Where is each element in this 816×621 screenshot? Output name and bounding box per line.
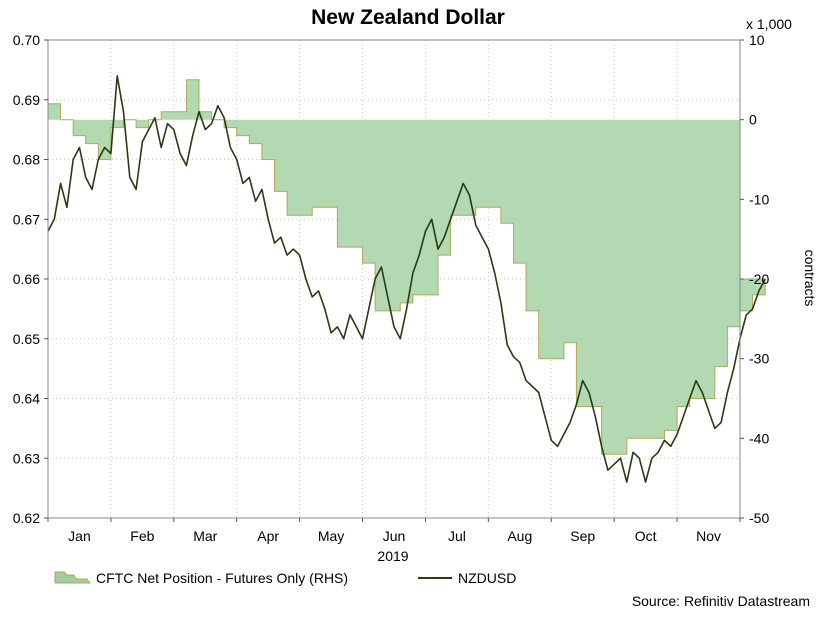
cftc-net-position-area [48,79,766,455]
source-note: Source: Refinitiv Datastream [632,593,810,609]
left-tick-label-8: 0.62 [13,510,40,526]
x-tick-label-aug: Aug [507,528,532,544]
left-axis: 0.70 0.69 0.68 0.67 0.66 0.65 0.64 0.63 0.62 [13,32,48,526]
right-tick-label-5: -40 [749,430,769,446]
left-tick-label-5: 0.65 [13,331,40,347]
x-tick-label-feb: Feb [130,528,154,544]
x-tick-label-apr: Apr [257,528,279,544]
chart-title: New Zealand Dollar [311,6,505,29]
nzdusd-line-layer [47,75,766,483]
cftc-area-layer [48,79,766,455]
x-tick-label-jul: Jul [448,528,466,544]
right-tick-label-6: -50 [749,510,769,526]
x-tick-label-jan: Jan [68,528,91,544]
legend: CFTC Net Position - Futures Only (RHS) N… [54,570,516,586]
left-tick-label-6: 0.64 [13,391,40,407]
x-axis-year: 2019 [377,548,408,564]
x-tick-label-sep: Sep [570,528,595,544]
cftc-net-position-edge [48,79,766,455]
right-axis: 10 0 -10 -20 -30 -40 -50 [740,32,769,526]
x-tick-label-jun: Jun [383,528,406,544]
left-tick-label-7: 0.63 [13,450,40,466]
right-tick-label-1: 0 [749,112,757,128]
left-tick-label-3: 0.67 [13,211,40,227]
x-tick-label-oct: Oct [635,528,657,544]
right-axis-label: contracts [802,250,816,307]
left-tick-label-2: 0.68 [13,152,40,168]
right-tick-label-0: 10 [749,32,765,48]
legend-label-cftc: CFTC Net Position - Futures Only (RHS) [96,570,348,586]
left-tick-label-4: 0.66 [13,271,40,287]
right-tick-label-3: -20 [749,271,769,287]
right-tick-label-4: -30 [749,351,769,367]
x-tick-label-may: May [318,528,344,544]
right-axis-multiplier: x 1,000 [746,16,792,32]
x-axis: Jan Feb Mar Apr May Jun Jul Aug Sep Oct Nov [47,518,741,544]
left-tick-label-0: 0.70 [13,32,40,48]
right-tick-label-2: -10 [749,191,769,207]
x-tick-label-nov: Nov [696,528,721,544]
legend-swatch-cftc [54,571,91,584]
x-tick-label-mar: Mar [193,528,217,544]
left-tick-label-1: 0.69 [13,92,40,108]
nzdusd-line [47,75,766,483]
legend-label-nzdusd: NZDUSD [458,570,516,586]
